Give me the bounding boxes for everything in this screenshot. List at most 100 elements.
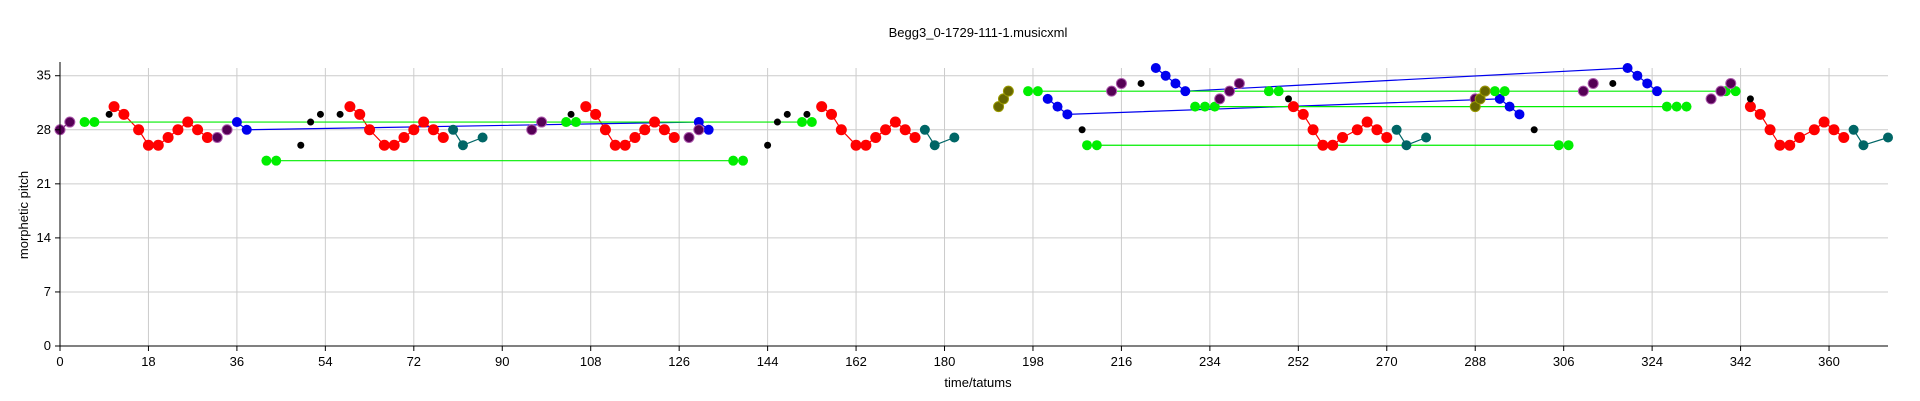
series-line-6 xyxy=(1293,106,1388,146)
x-tick-label: 342 xyxy=(1730,354,1752,369)
data-point xyxy=(336,110,344,118)
data-point xyxy=(1284,95,1292,103)
data-point xyxy=(639,124,651,136)
data-point xyxy=(764,141,772,149)
data-point xyxy=(1062,109,1073,120)
data-point xyxy=(1371,124,1383,136)
data-point xyxy=(1828,124,1840,136)
data-point xyxy=(448,124,459,135)
series-line-9 xyxy=(1853,129,1889,146)
data-point xyxy=(1421,132,1432,143)
data-point xyxy=(668,132,680,143)
data-point xyxy=(889,116,901,128)
data-point xyxy=(870,132,882,143)
data-point xyxy=(899,124,911,136)
data-point xyxy=(728,155,739,166)
data-point xyxy=(993,101,1005,113)
data-point xyxy=(261,155,272,166)
data-point xyxy=(1681,101,1692,112)
data-point xyxy=(1705,93,1717,105)
x-tick-label: 180 xyxy=(934,354,956,369)
series-line-4 xyxy=(821,106,916,146)
data-point xyxy=(1137,79,1145,87)
data-point xyxy=(364,124,376,136)
data-point xyxy=(609,139,621,151)
data-point xyxy=(1622,63,1633,73)
data-point xyxy=(783,110,791,118)
axes: 0 18 36 54 72 90 108 126 144 162 180 198 216 234 252 27… xyxy=(37,62,1888,369)
x-tick-label: 270 xyxy=(1376,354,1398,369)
data-point xyxy=(619,139,631,151)
data-point xyxy=(1297,108,1309,120)
data-point xyxy=(629,132,641,143)
data-point xyxy=(1337,132,1349,143)
data-point xyxy=(1671,101,1682,112)
data-point xyxy=(1052,101,1063,112)
data-point xyxy=(1609,79,1617,87)
x-tick-label: 18 xyxy=(141,354,155,369)
data-point xyxy=(1479,85,1491,97)
data-point xyxy=(929,140,940,151)
series-points xyxy=(54,63,1893,166)
x-tick-label: 144 xyxy=(757,354,779,369)
x-tick-label: 216 xyxy=(1111,354,1133,369)
x-tick-label: 360 xyxy=(1818,354,1840,369)
data-point xyxy=(599,124,611,136)
y-tick-label: 14 xyxy=(37,230,51,245)
data-point xyxy=(580,101,592,113)
x-tick-label: 198 xyxy=(1022,354,1044,369)
data-point xyxy=(408,124,420,136)
data-point xyxy=(909,132,921,143)
data-point xyxy=(1023,86,1034,97)
data-point xyxy=(79,117,90,128)
data-point xyxy=(1744,101,1756,113)
data-point xyxy=(1401,140,1412,151)
data-point xyxy=(1032,86,1043,97)
data-point xyxy=(418,116,430,128)
data-point xyxy=(1883,132,1893,143)
data-point xyxy=(1563,140,1574,151)
data-point xyxy=(1150,63,1161,73)
data-point xyxy=(1224,85,1236,97)
data-point xyxy=(693,124,705,136)
data-point xyxy=(703,124,714,135)
grid xyxy=(60,68,1888,346)
data-point xyxy=(773,118,781,126)
data-point xyxy=(1317,139,1329,151)
series-line-10 xyxy=(236,121,710,131)
data-point xyxy=(860,139,872,151)
data-point xyxy=(162,132,174,143)
data-point xyxy=(307,118,315,126)
data-point xyxy=(835,124,847,136)
chart-title: Begg3_0-1729-111-1.musicxml xyxy=(889,25,1068,40)
data-point xyxy=(1361,116,1373,128)
data-point xyxy=(1818,116,1830,128)
y-tick-label: 7 xyxy=(44,284,51,299)
data-point xyxy=(1754,108,1766,120)
data-point xyxy=(1474,93,1486,105)
x-tick-label: 108 xyxy=(580,354,602,369)
x-tick-label: 324 xyxy=(1641,354,1663,369)
data-point xyxy=(1838,132,1850,143)
data-point xyxy=(1327,139,1339,151)
data-point xyxy=(64,116,76,128)
data-point xyxy=(1730,86,1741,97)
data-point xyxy=(590,108,602,120)
data-point xyxy=(1391,124,1402,135)
data-point xyxy=(526,124,538,136)
data-point xyxy=(1106,85,1118,97)
data-point xyxy=(738,155,749,166)
y-tick-label: 21 xyxy=(37,176,51,191)
data-point xyxy=(1214,93,1226,105)
data-point xyxy=(1091,140,1102,151)
data-point xyxy=(880,124,892,136)
data-point xyxy=(1577,85,1589,97)
data-point xyxy=(1273,86,1284,97)
y-axis-label: morphetic pitch xyxy=(16,171,31,259)
x-tick-label: 288 xyxy=(1464,354,1486,369)
series-line-8 xyxy=(1750,106,1845,146)
data-point xyxy=(1180,86,1191,97)
data-point xyxy=(949,132,960,143)
x-tick-label: 90 xyxy=(495,354,509,369)
data-point xyxy=(201,132,213,143)
